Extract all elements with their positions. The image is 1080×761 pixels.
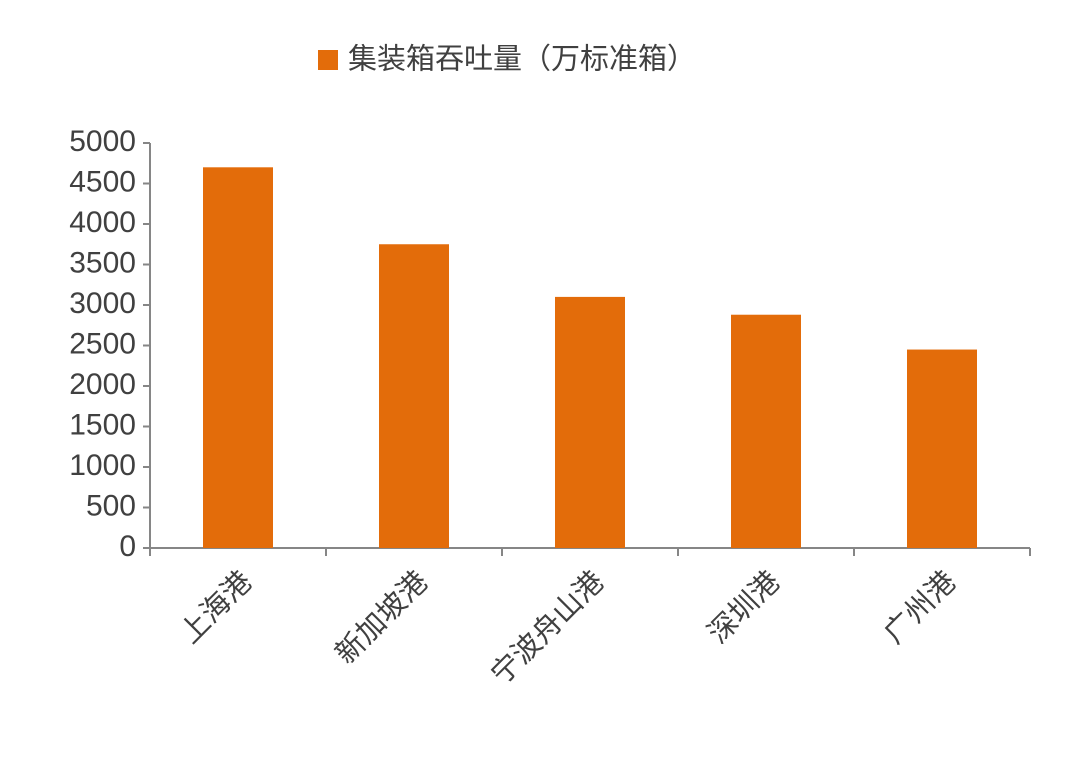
y-tick-label: 0 <box>119 530 136 563</box>
bar <box>731 314 801 548</box>
bar <box>907 349 977 548</box>
x-tick-label: 新加坡港 <box>329 565 434 670</box>
x-tick-label: 深圳港 <box>701 565 786 650</box>
legend-label: 集装箱吞吐量（万标准箱） <box>348 43 696 76</box>
bar <box>379 244 449 548</box>
y-tick-label: 3000 <box>69 287 136 320</box>
y-tick-label: 1500 <box>69 408 136 441</box>
x-tick-label: 宁波舟山港 <box>484 565 610 691</box>
y-tick-label: 1000 <box>69 449 136 482</box>
y-tick-label: 500 <box>86 489 136 522</box>
y-tick-label: 4500 <box>69 165 136 198</box>
y-tick-label: 2000 <box>69 368 136 401</box>
y-tick-label: 5000 <box>69 125 136 158</box>
x-tick-label: 上海港 <box>173 565 258 650</box>
x-tick-label: 广州港 <box>877 565 962 650</box>
legend-swatch <box>318 50 338 70</box>
y-tick-label: 2500 <box>69 327 136 360</box>
y-tick-label: 4000 <box>69 206 136 239</box>
bar <box>555 296 625 548</box>
y-tick-label: 3500 <box>69 246 136 279</box>
bar <box>203 167 273 549</box>
